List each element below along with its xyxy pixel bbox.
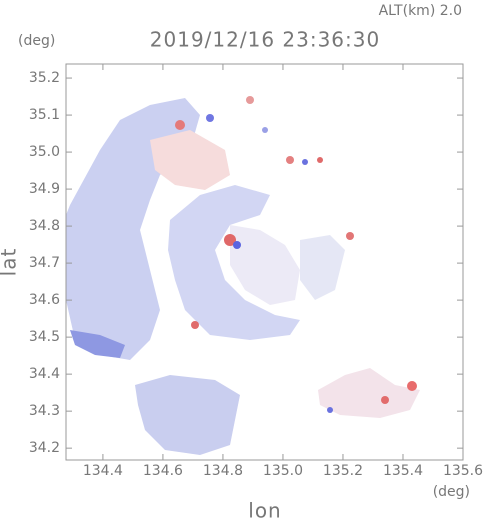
y-tick-label: 35.1 (29, 107, 60, 123)
x-tick-label: 135.6 (443, 463, 483, 479)
plot-frame (65, 63, 464, 461)
x-tick-label: 134.8 (203, 463, 243, 479)
x-tick-label: 134.4 (83, 463, 123, 479)
y-tick-label: 34.9 (29, 181, 60, 197)
altitude-label: ALT(km) 2.0 (379, 3, 462, 19)
x-tick-label: 135.4 (383, 463, 423, 479)
x-unit: (deg) (433, 484, 470, 500)
y-tick-label: 34.3 (29, 403, 60, 419)
y-tick-label: 34.7 (29, 255, 60, 271)
x-tick-label: 135.0 (263, 463, 303, 479)
y-unit: (deg) (18, 33, 55, 49)
y-axis-label: lat (0, 248, 21, 277)
x-tick-label: 134.6 (143, 463, 183, 479)
y-tick-label: 34.2 (29, 440, 60, 456)
radar-echo (66, 96, 420, 455)
y-tick-label: 34.8 (29, 218, 60, 234)
x-axis-label: lon (248, 499, 281, 521)
y-tick-label: 35.0 (29, 144, 60, 160)
y-tick-label: 34.4 (29, 366, 60, 382)
y-tick-label: 34.6 (29, 292, 60, 308)
timestamp: 2019/12/16 23:36:30 (150, 28, 380, 52)
x-tick-label: 135.2 (323, 463, 363, 479)
y-tick-label: 34.5 (29, 329, 60, 345)
y-tick-label: 35.2 (29, 70, 60, 86)
